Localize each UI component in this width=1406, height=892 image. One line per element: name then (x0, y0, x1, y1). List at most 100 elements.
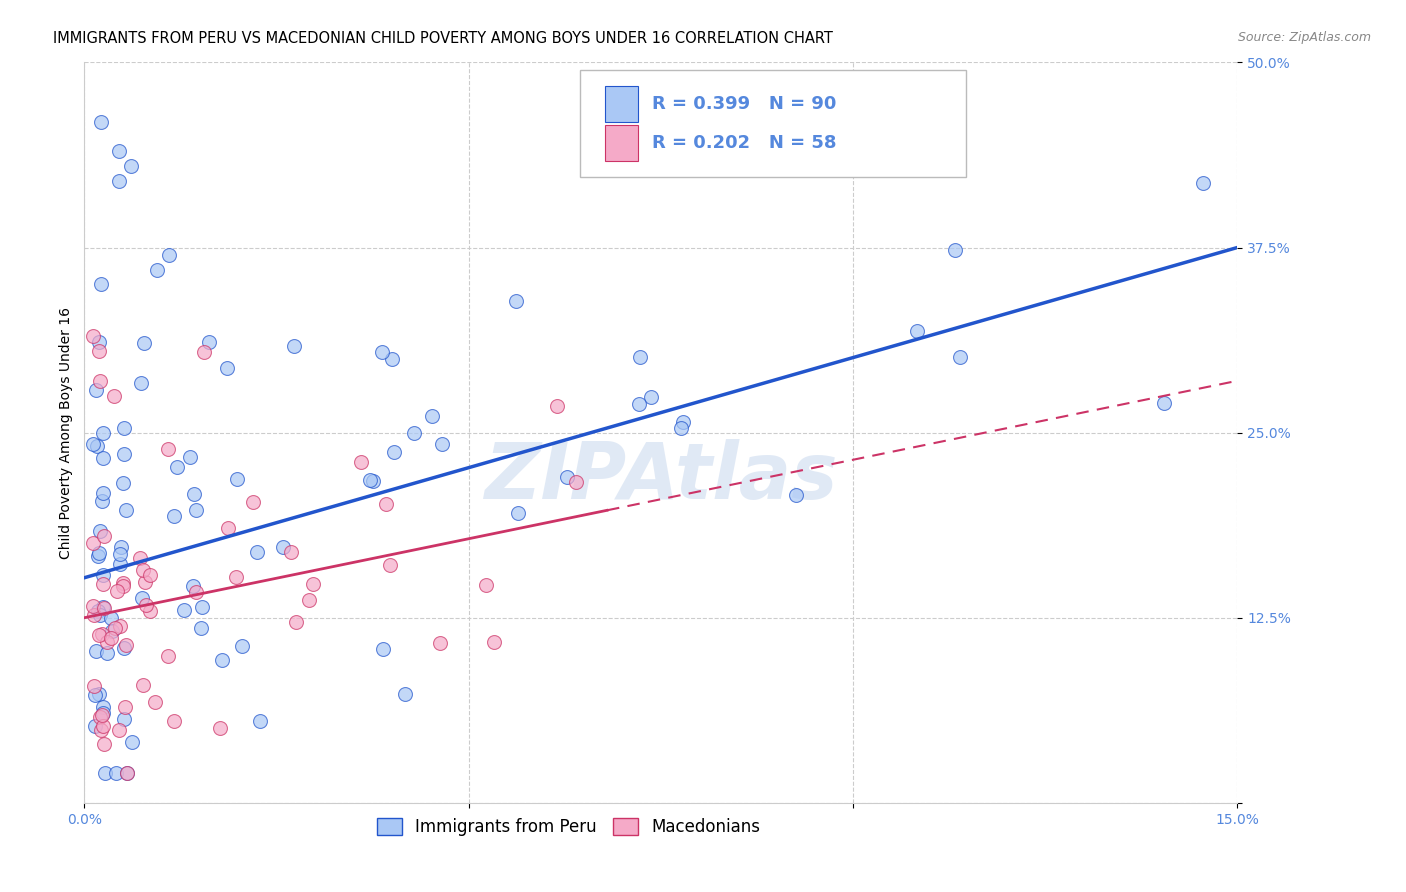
Point (96, 635, 118, 649)
Point (84, 383, 107, 397)
Point (108, 145, 131, 159)
Point (93, 601, 115, 615)
Point (112, 579, 135, 593)
Point (83, 679, 105, 693)
Point (945, 243, 967, 257)
Point (628, 397, 651, 411)
Point (179, 450, 201, 464)
Point (284, 615, 307, 629)
Point (135, 599, 157, 613)
Point (91, 568, 114, 582)
FancyBboxPatch shape (606, 126, 638, 161)
Point (156, 649, 179, 664)
Point (112, 576, 135, 591)
Point (565, 475, 588, 490)
Point (121, 735, 143, 749)
Point (91, 600, 114, 615)
Point (131, 591, 153, 606)
Point (91, 425, 114, 440)
Point (100, 610, 122, 624)
Point (104, 621, 127, 635)
Point (671, 421, 693, 435)
Point (132, 336, 155, 351)
Point (181, 579, 204, 593)
Point (929, 156, 952, 170)
Point (90, 494, 112, 508)
Point (115, 638, 138, 652)
Point (1153, 396, 1175, 410)
Point (132, 563, 155, 577)
Point (112, 640, 135, 655)
Point (91, 719, 114, 733)
Point (91, 707, 114, 722)
Point (87, 628, 110, 642)
Text: ZIPAtlas: ZIPAtlas (484, 439, 838, 515)
Legend: Immigrants from Peru, Macedonians: Immigrants from Peru, Macedonians (370, 811, 768, 843)
Point (905, 324, 928, 338)
Point (89, 344, 111, 359)
Point (89, 709, 111, 723)
Point (183, 486, 205, 500)
Point (215, 361, 238, 376)
Point (90, 723, 112, 737)
Point (83, 688, 105, 702)
Point (375, 497, 398, 511)
Point (103, 388, 125, 402)
Point (420, 409, 443, 424)
Point (371, 344, 394, 359)
Point (166, 459, 188, 474)
Point (197, 334, 219, 349)
Point (89, 524, 111, 538)
Point (82, 599, 104, 613)
Point (93, 737, 115, 751)
Y-axis label: Child Poverty Among Boys Under 16: Child Poverty Among Boys Under 16 (59, 307, 73, 558)
Point (115, 766, 138, 780)
Point (242, 495, 264, 509)
Point (231, 639, 253, 653)
Point (191, 599, 214, 614)
Point (139, 604, 162, 618)
Point (546, 399, 568, 413)
Point (404, 425, 426, 440)
Point (785, 488, 807, 502)
Point (91, 486, 114, 500)
Point (359, 473, 381, 487)
Point (555, 470, 578, 484)
Point (110, 540, 132, 554)
Text: R = 0.399   N = 90: R = 0.399 N = 90 (651, 95, 837, 113)
Point (184, 585, 207, 599)
Point (83, 608, 105, 623)
Point (105, 583, 128, 598)
Point (89, 114, 111, 128)
Point (100, 632, 122, 646)
Point (225, 472, 247, 486)
Point (87, 604, 110, 618)
Point (298, 593, 321, 607)
Point (90, 277, 112, 292)
Point (146, 262, 169, 277)
Point (361, 474, 384, 488)
Point (112, 476, 135, 491)
Point (87, 687, 110, 701)
Point (482, 634, 505, 648)
Point (378, 558, 401, 572)
Point (105, 766, 128, 780)
Point (89, 334, 111, 349)
Point (163, 714, 186, 729)
Point (87, 547, 110, 561)
Point (394, 687, 416, 701)
Point (131, 678, 153, 692)
Point (82, 536, 104, 550)
Text: R = 0.202   N = 58: R = 0.202 N = 58 (651, 134, 837, 153)
Point (505, 294, 527, 309)
Point (91, 700, 114, 714)
Point (108, 557, 131, 571)
Point (86, 644, 108, 658)
Point (157, 248, 180, 262)
Point (82, 437, 104, 451)
Point (280, 545, 302, 559)
Point (115, 503, 138, 517)
Point (115, 766, 138, 780)
Point (112, 712, 135, 726)
Point (134, 575, 156, 590)
